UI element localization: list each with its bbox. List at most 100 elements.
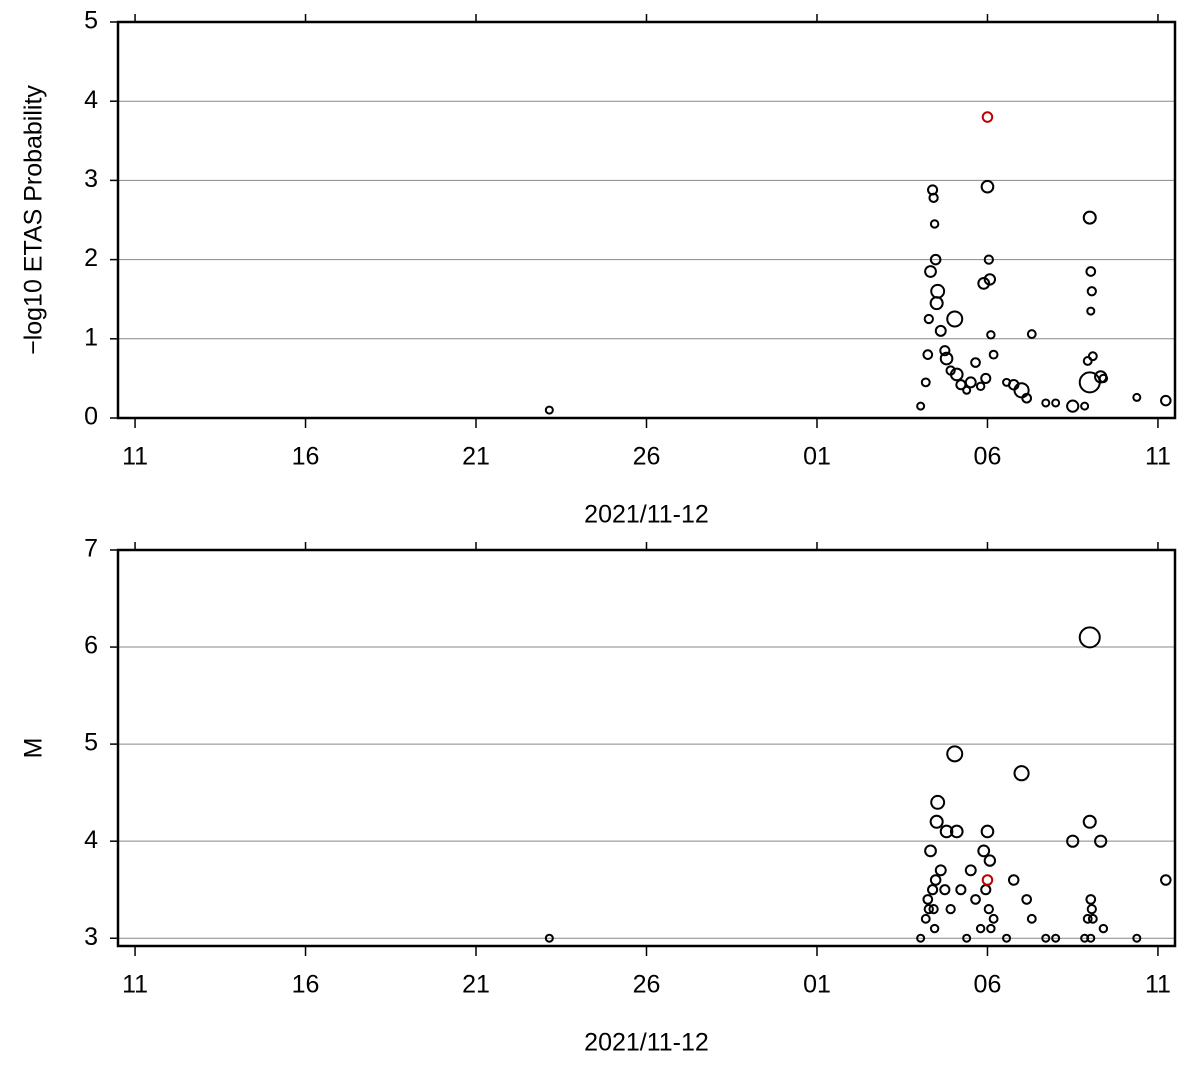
y-tick-label: 3 [84, 923, 98, 951]
event-marker [945, 903, 956, 915]
event-marker [970, 894, 981, 905]
x-tick-label: 11 [122, 443, 148, 471]
event-marker [946, 310, 964, 328]
event-marker [1086, 903, 1097, 915]
event-marker [920, 913, 931, 924]
event-marker [1082, 814, 1097, 829]
y-tick-label: 6 [84, 632, 98, 660]
event-marker [916, 401, 926, 411]
event-marker [1013, 765, 1030, 782]
y-axis-label: −log10 ETAS Probability [20, 85, 48, 355]
event-marker [955, 884, 967, 896]
event-marker [1041, 933, 1051, 943]
event-marker [1098, 373, 1109, 384]
event-marker [929, 219, 940, 229]
event-marker [1080, 401, 1090, 411]
event-marker [939, 345, 951, 357]
y-tick-label: 5 [84, 7, 98, 35]
event-marker [975, 381, 986, 392]
event-marker [964, 376, 977, 389]
y-tick-label: 0 [84, 403, 98, 431]
event-marker [986, 330, 996, 340]
x-tick-label: 01 [803, 971, 831, 999]
event-marker [1078, 626, 1101, 649]
event-marker [1087, 351, 1098, 362]
event-marker [1082, 210, 1097, 225]
y-tick-label: 5 [84, 729, 98, 757]
event-marker [939, 351, 954, 366]
event-marker [934, 864, 947, 877]
event-marker [1082, 913, 1093, 924]
x-axis-label: 2021/11-12 [584, 1029, 709, 1057]
event-marker [1098, 923, 1109, 934]
event-marker [1160, 394, 1172, 407]
event-marker [1087, 913, 1098, 924]
event-marker [975, 923, 986, 934]
event-marker [922, 349, 934, 360]
event-marker [981, 111, 994, 123]
y-tick-label: 4 [84, 826, 98, 854]
event-marker [1078, 371, 1101, 394]
event-marker [1132, 933, 1142, 943]
x-tick-label: 11 [1145, 971, 1171, 999]
event-marker [1086, 286, 1097, 297]
event-marker [916, 933, 926, 943]
event-marker [962, 385, 972, 395]
event-marker [949, 824, 964, 839]
event-marker [983, 903, 994, 915]
y-tick-label: 7 [84, 535, 98, 563]
event-marker [980, 824, 995, 839]
y-tick-label: 4 [84, 86, 98, 114]
y-tick-label: 1 [84, 323, 98, 351]
event-marker [920, 377, 931, 388]
x-tick-label: 01 [803, 443, 831, 471]
event-marker [544, 933, 554, 943]
event-marker [929, 874, 942, 886]
event-marker [977, 844, 991, 858]
x-tick-label: 16 [292, 971, 320, 999]
event-marker [983, 273, 997, 286]
x-axis-label: 2021/11-12 [584, 501, 709, 529]
event-marker [928, 903, 939, 915]
event-marker [970, 357, 981, 368]
x-tick-label: 06 [974, 971, 1002, 999]
event-marker [1086, 933, 1096, 943]
event-marker [927, 884, 939, 896]
event-marker [929, 253, 942, 266]
event-marker [929, 296, 944, 311]
x-tick-label: 16 [292, 443, 320, 471]
event-marker [1066, 399, 1080, 413]
event-marker [946, 745, 964, 763]
event-marker [1085, 894, 1097, 905]
plot-frame [116, 548, 1177, 948]
event-marker [924, 844, 937, 858]
event-marker [1026, 329, 1037, 339]
event-marker [1094, 834, 1108, 848]
event-marker [1021, 392, 1033, 404]
event-marker [1013, 382, 1030, 399]
event-marker [1085, 266, 1097, 277]
x-tick-label: 21 [462, 971, 490, 999]
event-marker [986, 923, 996, 934]
event-marker [1002, 933, 1012, 943]
event-marker [983, 854, 997, 867]
event-marker [977, 276, 991, 290]
event-marker [934, 324, 947, 337]
event-marker [1051, 933, 1061, 943]
event-marker [949, 367, 964, 382]
event-marker [962, 933, 972, 943]
x-tick-label: 06 [974, 443, 1002, 471]
x-tick-label: 21 [462, 443, 490, 471]
event-marker [1026, 913, 1037, 924]
event-marker [929, 923, 940, 934]
event-marker [981, 874, 994, 886]
event-marker [923, 903, 934, 915]
event-marker [924, 265, 937, 278]
event-marker [1132, 392, 1142, 402]
y-tick-label: 3 [84, 165, 98, 193]
y-tick-label: 2 [84, 244, 98, 272]
event-marker [1086, 306, 1096, 316]
event-marker [980, 372, 992, 384]
event-marker [988, 349, 999, 360]
